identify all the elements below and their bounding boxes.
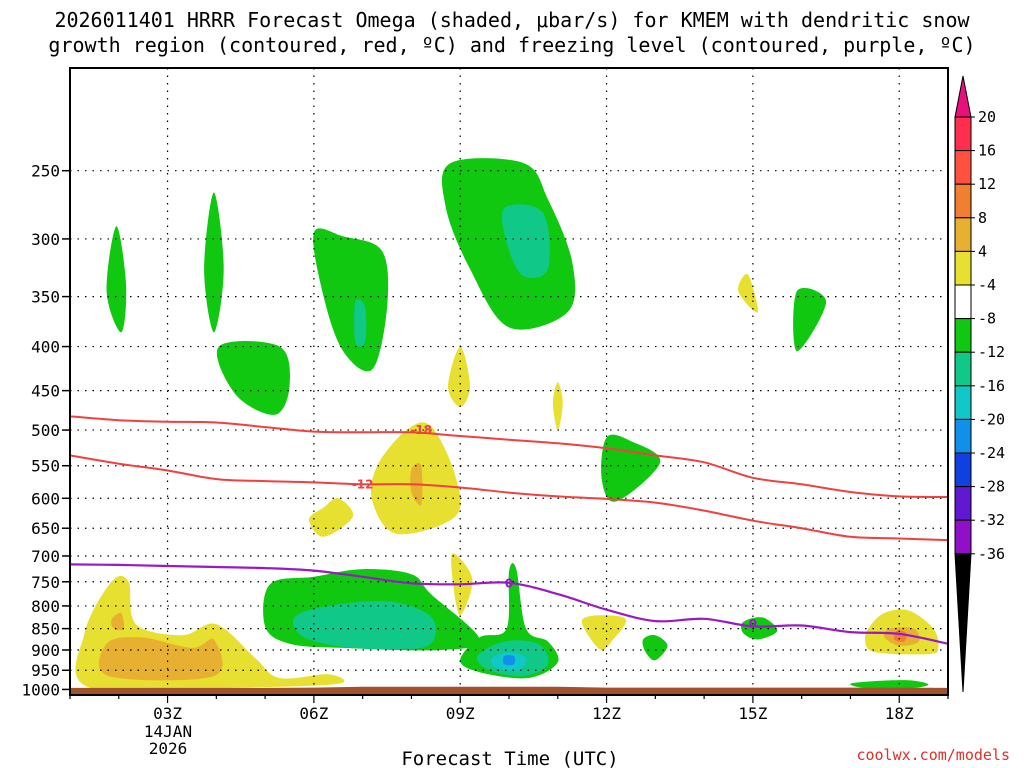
omega-region-1 (204, 192, 224, 333)
y-axis: 250 300 350 400 450 500 550 600 650 700 750 800 850 9… (21, 162, 70, 699)
ytick-label-400: 400 (31, 338, 60, 357)
colorbar-segment-9 (954, 418, 972, 454)
dgz-label-0: -18 (410, 423, 432, 437)
ytick-label-750: 750 (31, 573, 60, 592)
freezing-label-0: 0 (505, 576, 513, 590)
colorbar-label-0: 20 (978, 108, 996, 126)
ytick-label-600: 600 (31, 489, 60, 508)
colorbar-over-arrow (954, 75, 972, 118)
colorbar-label-13: -36 (978, 545, 1005, 563)
xtick-label-06Z: 06Z (299, 704, 328, 723)
xtick-label-03Z: 03Z (153, 704, 182, 723)
dgz-contour-1 (70, 454, 948, 542)
colorbar-label-12: -32 (978, 511, 1005, 529)
omega-region-30 (740, 617, 778, 640)
colorbar-label-10: -24 (978, 444, 1005, 462)
colorbar-segment-2 (954, 183, 972, 219)
omega-shading (75, 158, 939, 692)
ytick-label-450: 450 (31, 382, 60, 401)
colorbar-label-5: -4 (978, 276, 996, 294)
ytick-label-500: 500 (31, 421, 60, 440)
omega-region-6 (502, 204, 550, 279)
ytick-label-650: 650 (31, 519, 60, 538)
credit-text[interactable]: coolwx.com/models (856, 746, 1010, 764)
x-axis-label: Forecast Time (UTC) (401, 748, 618, 768)
omega-region-0 (106, 226, 127, 333)
omega-region-4 (354, 299, 367, 347)
ytick-label-1000: 1000 (21, 680, 60, 699)
freezing-label-1: 0 (749, 617, 757, 631)
colorbar-segment-0 (954, 116, 972, 152)
omega-region-19 (581, 615, 627, 651)
date-label-line1: 14JAN (144, 722, 192, 741)
colorbar-segment-5 (954, 284, 972, 320)
contours (70, 415, 948, 645)
colorbar-under-arrow (954, 553, 972, 693)
colorbar-segment-3 (954, 217, 972, 252)
colorbar-segment-11 (954, 486, 972, 521)
colorbar-label-1: 16 (978, 142, 996, 160)
ytick-label-550: 550 (31, 457, 60, 476)
ytick-label-300: 300 (31, 230, 60, 249)
colorbar-segment-6 (954, 318, 972, 353)
terrain (70, 686, 948, 695)
ytick-label-850: 850 (31, 620, 60, 639)
omega-region-29 (642, 634, 668, 661)
xtick-label-12Z: 12Z (592, 704, 621, 723)
omega-region-18 (111, 612, 125, 631)
colorbar-label-4: 4 (978, 242, 987, 260)
chart-title-line1: 2026011401 HRRR Forecast Omega (shaded, … (54, 8, 970, 32)
omega-region-22 (893, 630, 907, 642)
freezing-level-line (70, 563, 948, 645)
terrain-fill (70, 686, 948, 695)
omega-region-3 (313, 228, 389, 372)
colorbar-label-8: -16 (978, 377, 1005, 395)
xtick-label-18Z: 18Z (885, 704, 914, 723)
omega-region-10 (448, 346, 470, 407)
omega-region-17 (98, 637, 223, 681)
colorbar-segment-12 (954, 519, 972, 555)
omega-region-24 (292, 600, 436, 650)
x-axis: 03Z 06Z 09Z 12Z 15Z 18Z (69, 695, 949, 723)
omega-region-31 (850, 680, 929, 689)
colorbar-label-7: -12 (978, 343, 1005, 361)
colorbar-segment-7 (954, 351, 972, 387)
colorbar-segment-10 (954, 452, 972, 488)
colorbar-label-6: -8 (978, 310, 996, 328)
contour-labels: -18 -12 0 0 (352, 423, 757, 631)
ytick-label-250: 250 (31, 162, 60, 181)
ytick-label-900: 900 (31, 641, 60, 660)
omega-region-8 (793, 287, 827, 352)
colorbar-label-9: -20 (978, 410, 1005, 428)
colorbar-segment-4 (954, 250, 972, 286)
xtick-label-09Z: 09Z (446, 704, 475, 723)
chart-title-line2: growth region (contoured, red, ºC) and f… (48, 33, 975, 57)
omega-region-28 (502, 655, 516, 666)
omega-region-2 (216, 341, 290, 415)
ytick-label-800: 800 (31, 597, 60, 616)
omega-region-9 (738, 274, 759, 313)
date-label-line2: 2026 (149, 739, 188, 758)
colorbar-label-3: 8 (978, 209, 987, 227)
colorbar-label-2: 12 (978, 175, 996, 193)
dgz-contour-0 (70, 415, 948, 498)
colorbar-segment-1 (954, 150, 972, 185)
dgz-label-1: -12 (352, 477, 374, 491)
ytick-label-700: 700 (31, 547, 60, 566)
ytick-label-350: 350 (31, 288, 60, 307)
omega-region-11 (552, 382, 563, 431)
ytick-label-950: 950 (31, 661, 60, 680)
colorbar: 20 16 12 8 4 -4 -8 -12 -16 -20 -24 -28 -32 -36 (954, 75, 1005, 693)
xtick-label-15Z: 15Z (738, 704, 767, 723)
colorbar-label-11: -28 (978, 478, 1005, 496)
omega-region-12 (309, 498, 354, 537)
colorbar-segment-8 (954, 385, 972, 420)
omega-region-7 (601, 434, 661, 502)
